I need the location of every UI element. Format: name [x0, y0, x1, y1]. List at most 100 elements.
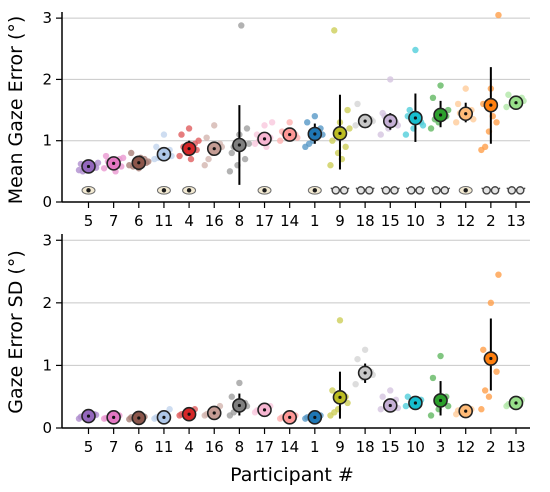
- x-tick-label: 16: [205, 438, 224, 456]
- glasses-temple: [422, 187, 426, 190]
- x-tick-label: 10: [406, 438, 425, 456]
- eye-icon: [307, 186, 322, 195]
- y-tick-label: 1: [42, 356, 52, 374]
- glasses-lens: [432, 186, 441, 195]
- data-point: [160, 131, 168, 138]
- data-point: [203, 134, 210, 141]
- mean-center: [514, 101, 518, 105]
- mean-center: [338, 395, 342, 399]
- mean-center: [438, 398, 443, 403]
- glasses-temple: [380, 187, 383, 190]
- mean-center: [162, 152, 166, 156]
- data-point: [379, 393, 386, 400]
- data-point: [487, 299, 495, 307]
- glasses-lens: [390, 186, 399, 195]
- data-point: [354, 355, 361, 363]
- x-tick-label: 15: [381, 212, 400, 230]
- glasses-temple: [330, 187, 333, 190]
- data-point: [178, 131, 185, 138]
- glasses-lens: [356, 186, 366, 195]
- x-tick-label: 13: [506, 212, 525, 230]
- y-tick-label: 2: [42, 70, 52, 88]
- eyewear-markers: [81, 186, 526, 195]
- mean-center: [363, 371, 367, 375]
- x-tick-label: 5: [84, 438, 94, 456]
- data-point: [485, 393, 493, 400]
- mean-center: [464, 409, 468, 413]
- data-point: [276, 137, 284, 144]
- glasses-temple: [355, 187, 358, 190]
- data-point: [185, 125, 193, 132]
- glasses-lens: [331, 186, 341, 195]
- glasses-lens: [440, 186, 450, 195]
- data-point: [427, 125, 435, 132]
- x-tick-label: 14: [280, 438, 299, 456]
- data-point: [404, 393, 412, 400]
- x-tick-label: 16: [205, 212, 224, 230]
- data-point: [480, 346, 487, 353]
- data-point: [241, 155, 249, 163]
- data-point: [261, 122, 268, 129]
- x-ticks: 5 7 6 11 4 16 8 17 14 1 9 18 15 10 3 12 2 13: [84, 428, 526, 456]
- eye-pupil: [262, 188, 267, 193]
- mean-center: [237, 403, 241, 408]
- glasses-temple: [397, 187, 400, 190]
- mean-center: [413, 401, 418, 405]
- mean-center: [464, 112, 468, 116]
- eye-icon: [257, 186, 272, 195]
- glasses-temple: [447, 187, 451, 190]
- data-point: [195, 137, 202, 144]
- x-tick-label: 5: [84, 212, 94, 230]
- data-point: [453, 119, 460, 126]
- x-tick-label: 12: [456, 212, 475, 230]
- data-point: [176, 152, 183, 160]
- x-tick-label: 11: [154, 438, 173, 456]
- y-tick-label: 0: [42, 193, 52, 211]
- mean-center: [388, 119, 392, 123]
- y-ticks: 0 1 2 3: [42, 9, 62, 211]
- mean-center: [338, 131, 342, 135]
- mean-center: [288, 132, 292, 137]
- glasses-temple: [523, 187, 526, 190]
- data-point: [377, 131, 384, 138]
- data-point: [462, 85, 469, 92]
- data-point: [127, 149, 135, 157]
- glasses-lens: [490, 186, 500, 195]
- glasses-icon: [481, 186, 501, 195]
- data-point: [481, 143, 489, 151]
- mean-center: [262, 137, 267, 141]
- glasses-lens: [406, 186, 416, 195]
- x-tick-label: 9: [335, 212, 345, 230]
- glasses-lens: [507, 186, 517, 195]
- data-point: [437, 82, 444, 89]
- x-axis-label: Participant #: [230, 464, 354, 486]
- data-point: [268, 119, 276, 126]
- x-tick-label: 3: [436, 438, 446, 456]
- data-point: [226, 168, 234, 175]
- data-point: [495, 11, 502, 19]
- mean-center: [187, 412, 191, 416]
- mean-markers: [81, 351, 524, 426]
- glasses-icon: [380, 186, 400, 195]
- y-axis-label: Gaze Error SD (°): [5, 250, 27, 413]
- mean-center: [86, 414, 91, 418]
- glasses-temple: [506, 187, 509, 190]
- data-point: [354, 100, 361, 108]
- mean-center: [237, 143, 241, 147]
- data-point: [304, 119, 311, 126]
- data-point: [228, 393, 235, 400]
- error-bars: [87, 67, 517, 185]
- data-point: [331, 409, 338, 416]
- y-tick-label: 2: [42, 294, 52, 312]
- data-point: [286, 119, 293, 126]
- data-point: [377, 406, 384, 413]
- eye-icon: [81, 186, 96, 195]
- data-point: [406, 106, 413, 114]
- data-point: [166, 406, 173, 413]
- mean-center: [112, 415, 116, 419]
- eye-icon: [156, 186, 171, 195]
- data-point: [243, 125, 251, 132]
- data-point: [481, 387, 489, 394]
